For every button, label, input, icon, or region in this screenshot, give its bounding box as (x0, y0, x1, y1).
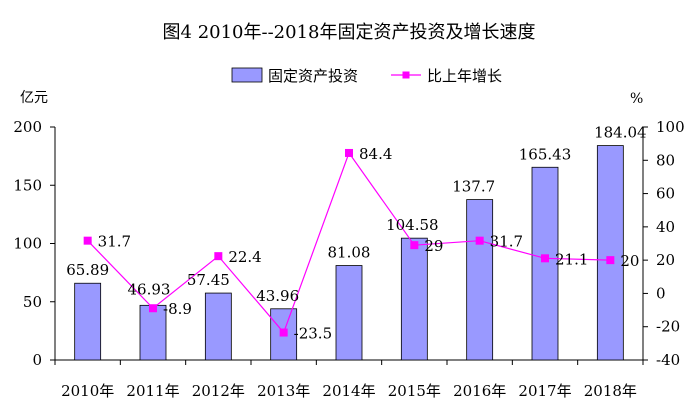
chart-title: 图4 2010年--2018年固定资产投资及增长速度 (163, 22, 536, 43)
bar-value-label: 104.58 (386, 216, 439, 234)
left-tick-label: 100 (13, 235, 42, 253)
category-label: 2010年 (61, 382, 114, 400)
right-tick-label: -20 (656, 318, 680, 336)
bar (335, 265, 363, 361)
bar-value-label: 184.04 (594, 124, 647, 142)
line-marker (606, 256, 615, 265)
bar (74, 282, 102, 361)
left-tick-label: 200 (13, 118, 42, 136)
line-value-label: 31.7 (490, 233, 523, 251)
bar-value-label: 57.45 (187, 271, 230, 289)
legend-line-marker (402, 71, 410, 79)
category-label: 2015年 (388, 382, 441, 400)
axes: 0 50 100 150 200 -40 -20 0 20 40 60 80 100 2010年 2011年… (13, 118, 684, 400)
line-value-label: 84.4 (359, 145, 392, 163)
category-label: 2011年 (126, 382, 179, 400)
category-label: 2017年 (518, 382, 571, 400)
line-value-label: 21.1 (555, 250, 588, 268)
right-tick-label: -40 (656, 351, 680, 369)
category-label: 2016年 (453, 382, 506, 400)
category-label: 2018年 (584, 382, 637, 400)
category-label: 2014年 (322, 382, 375, 400)
bar-value-label: 46.93 (128, 280, 171, 298)
legend-line-label: 比上年增长 (427, 67, 502, 85)
line-value-label: 29 (424, 237, 443, 255)
line-marker (149, 304, 157, 313)
bar-value-label: 65.89 (66, 261, 109, 279)
line-marker (83, 236, 92, 245)
line-value-label: -23.5 (294, 325, 332, 343)
line-marker (410, 241, 419, 250)
left-axis-unit: 亿元 (20, 90, 48, 106)
bar (466, 199, 494, 361)
bar-value-label: 43.96 (256, 287, 299, 305)
line-value-label: -8.9 (163, 300, 192, 318)
line-value-label: 31.7 (98, 233, 131, 251)
line-marker (345, 148, 353, 157)
legend-bar-swatch (231, 67, 263, 83)
left-tick-label: 150 (13, 176, 42, 194)
line-marker (279, 328, 288, 337)
bar (531, 166, 559, 361)
bar (400, 237, 428, 361)
bar-value-label: 81.08 (328, 244, 371, 262)
right-axis-unit: % (630, 91, 643, 107)
right-tick-label: 100 (656, 118, 685, 136)
right-tick-label: 40 (656, 218, 675, 236)
line-marker (541, 254, 549, 263)
line-value-label: 20 (620, 252, 639, 270)
data-labels: 65.89 46.93 57.45 43.96 81.08 104.58 137.7 165.… (66, 124, 646, 343)
bar-value-label: 165.43 (519, 145, 572, 163)
legend: 固定资产投资 比上年增长 (231, 67, 502, 85)
line-value-label: 22.4 (228, 248, 261, 266)
left-tick-label: 50 (23, 293, 42, 311)
category-label: 2013年 (257, 382, 310, 400)
right-tick-label: 0 (656, 284, 666, 302)
right-tick-label: 60 (656, 185, 675, 203)
bar (596, 145, 624, 361)
legend-bar-label: 固定资产投资 (268, 67, 358, 85)
right-tick-label: 80 (656, 151, 675, 169)
bar (204, 292, 232, 361)
right-tick-label: 20 (656, 251, 675, 269)
category-label: 2012年 (192, 382, 245, 400)
bar-value-label: 137.7 (452, 178, 495, 196)
line-series (83, 148, 615, 337)
bar (139, 304, 167, 361)
line-marker (214, 252, 223, 261)
left-tick-label: 0 (32, 351, 42, 369)
bars (74, 145, 624, 361)
line-marker (475, 236, 484, 245)
